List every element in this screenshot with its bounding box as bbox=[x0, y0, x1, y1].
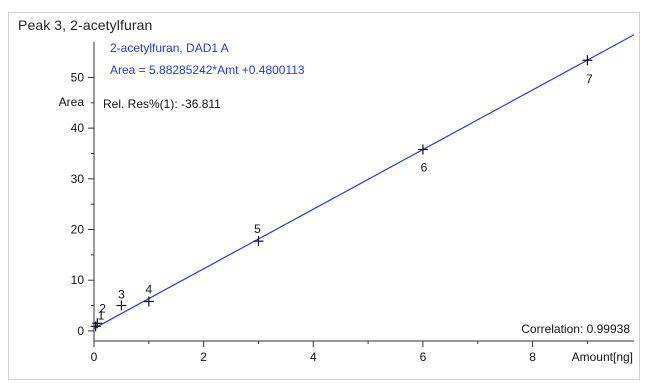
x-tick-label: 2 bbox=[200, 350, 207, 364]
data-point-label: 4 bbox=[145, 282, 152, 296]
y-tick-label: 50 bbox=[71, 70, 85, 84]
data-point-label: 3 bbox=[118, 288, 125, 302]
x-tick-label: 0 bbox=[91, 350, 98, 364]
data-point bbox=[116, 300, 127, 311]
y-tick-label: 0 bbox=[77, 324, 84, 338]
data-point-label: 1 bbox=[98, 308, 105, 322]
relative-residual-label: Rel. Res%(1): -36.811 bbox=[103, 97, 221, 111]
data-point bbox=[253, 236, 264, 247]
y-tick-label: 20 bbox=[71, 223, 85, 237]
panel-title: Peak 3, 2-acetylfuran bbox=[18, 17, 153, 33]
y-axis-label: Area bbox=[59, 95, 85, 109]
y-tick-label: 30 bbox=[71, 172, 85, 186]
chart-frame bbox=[8, 12, 640, 380]
x-tick-label: 8 bbox=[529, 350, 536, 364]
data-point bbox=[92, 318, 103, 329]
fit-label-line1: 2-acetylfuran, DAD1 A bbox=[110, 41, 229, 55]
data-point-label: 5 bbox=[254, 222, 261, 236]
y-tick-label: 10 bbox=[71, 273, 85, 287]
data-point-label: 2 bbox=[99, 301, 106, 315]
x-tick-label: 4 bbox=[310, 350, 317, 364]
data-point-label: 7 bbox=[586, 72, 593, 86]
data-point bbox=[582, 55, 593, 66]
x-axis-label: Amount[ng] bbox=[572, 350, 633, 364]
x-tick-label: 6 bbox=[420, 350, 427, 364]
fit-label-line2: Area = 5.88285242*Amt +0.4800113 bbox=[110, 63, 305, 77]
y-tick-label: 40 bbox=[71, 121, 85, 135]
correlation-label: Correlation: 0.99938 bbox=[521, 322, 630, 336]
data-point bbox=[143, 296, 154, 307]
fit-line bbox=[93, 34, 635, 329]
data-point bbox=[417, 144, 428, 155]
marks-group bbox=[90, 34, 635, 332]
data-point-label: 6 bbox=[421, 160, 428, 174]
axes-group: 0 10 20 30 40 50 0 2 4 6 8 bbox=[71, 42, 634, 364]
